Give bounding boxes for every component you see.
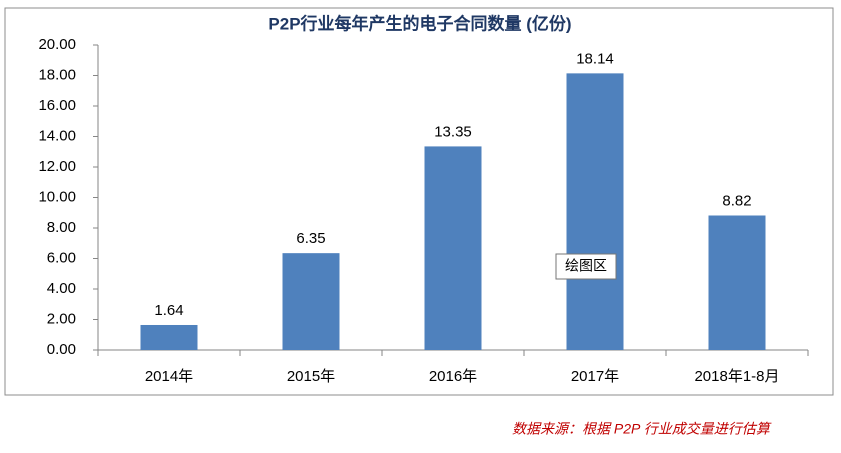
data-label: 6.35: [296, 230, 325, 247]
data-label: 13.35: [434, 123, 472, 140]
y-tick-label: 12.00: [38, 158, 76, 175]
y-tick-label: 0.00: [47, 341, 76, 358]
data-label: 8.82: [722, 192, 751, 209]
x-tick-label: 2014年: [145, 368, 193, 385]
y-tick-label: 4.00: [47, 280, 76, 297]
bar: [708, 215, 766, 350]
x-tick-label: 2018年1-8月: [694, 368, 779, 385]
y-tick-label: 18.00: [38, 66, 76, 83]
y-tick-label: 10.00: [38, 188, 76, 205]
y-tick-label: 20.00: [38, 36, 76, 53]
x-tick-label: 2017年: [571, 368, 619, 385]
bar: [282, 253, 340, 350]
tooltip-box: [555, 253, 617, 280]
bar: [566, 73, 624, 351]
y-tick-label: 8.00: [47, 219, 76, 236]
y-tick-label: 14.00: [38, 127, 76, 144]
data-label: 1.64: [154, 302, 183, 319]
source-note: 数据来源：根据 P2P 行业成交量进行估算: [512, 421, 772, 437]
tooltip: 绘图区: [565, 258, 607, 274]
x-tick-label: 2016年: [429, 368, 477, 385]
y-tick-label: 6.00: [47, 249, 76, 266]
y-tick-label: 2.00: [47, 310, 76, 327]
x-tick-label: 2015年: [287, 368, 335, 385]
data-label: 18.14: [576, 50, 614, 67]
chart-title: P2P行业每年产生的电子合同数量 (亿份): [268, 13, 571, 33]
bar: [424, 146, 482, 350]
y-tick-label: 16.00: [38, 97, 76, 114]
bar: [140, 324, 198, 350]
